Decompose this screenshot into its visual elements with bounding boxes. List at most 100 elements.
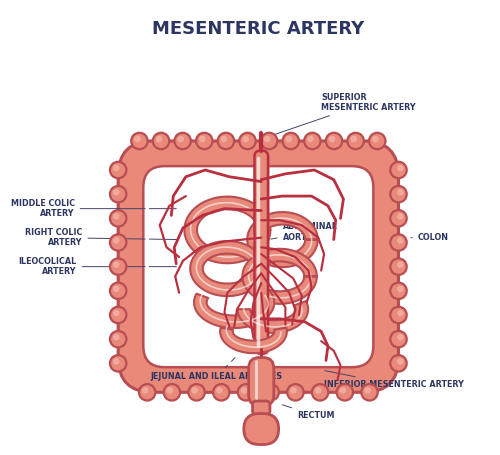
Circle shape [113,237,119,244]
Circle shape [290,387,296,394]
Circle shape [196,133,212,149]
Circle shape [131,133,148,149]
Circle shape [220,136,228,142]
Circle shape [397,286,404,292]
Text: MESENTERIC ARTERY: MESENTERIC ARTERY [152,20,364,38]
Circle shape [242,136,249,142]
Polygon shape [184,197,270,263]
Circle shape [178,136,184,142]
FancyBboxPatch shape [244,414,278,445]
Circle shape [397,334,404,340]
Text: ILEOCOLICAL
ARTERY: ILEOCOLICAL ARTERY [18,257,176,276]
Text: INFERIOR MESENTERIC ARTERY: INFERIOR MESENTERIC ARTERY [324,371,464,389]
Circle shape [110,234,126,251]
Circle shape [397,310,404,316]
Circle shape [139,384,156,400]
Circle shape [397,358,404,364]
Circle shape [390,234,406,251]
Circle shape [307,136,314,142]
Circle shape [336,384,353,400]
Circle shape [213,384,230,400]
Circle shape [110,210,126,227]
Circle shape [153,133,170,149]
Circle shape [390,162,406,178]
Circle shape [286,136,292,142]
Circle shape [390,331,406,347]
Circle shape [304,133,320,149]
Circle shape [287,384,304,400]
Circle shape [348,133,364,149]
Polygon shape [248,212,318,267]
Circle shape [174,133,191,149]
Circle shape [390,283,406,299]
Circle shape [113,165,119,172]
Text: RECTUM: RECTUM [282,405,335,420]
Circle shape [110,258,126,275]
Circle shape [326,133,342,149]
Polygon shape [190,241,264,296]
Circle shape [261,133,278,149]
Circle shape [397,237,404,244]
Circle shape [164,384,180,400]
Circle shape [199,136,205,142]
Text: RIGHT COLIC
ARTERY: RIGHT COLIC ARTERY [25,228,178,248]
Circle shape [362,384,378,400]
Text: ABDOMINAL
AORTA: ABDOMINAL AORTA [270,222,338,242]
Circle shape [188,384,205,400]
Circle shape [240,133,256,149]
Circle shape [142,387,148,394]
Circle shape [113,358,119,364]
Circle shape [390,307,406,323]
Circle shape [350,136,357,142]
Circle shape [372,136,378,142]
Circle shape [329,136,336,142]
Circle shape [315,387,322,394]
Circle shape [156,136,162,142]
Circle shape [241,387,248,394]
Polygon shape [238,301,308,333]
Polygon shape [242,249,317,304]
FancyBboxPatch shape [252,401,270,415]
Circle shape [364,387,371,394]
Circle shape [110,283,126,299]
Circle shape [266,387,272,394]
Circle shape [113,286,119,292]
Circle shape [110,307,126,323]
Circle shape [113,262,119,268]
Circle shape [113,310,119,316]
Circle shape [390,258,406,275]
Circle shape [262,384,279,400]
Circle shape [264,136,270,142]
Circle shape [110,186,126,202]
Circle shape [397,262,404,268]
Circle shape [390,186,406,202]
Circle shape [216,387,222,394]
Circle shape [397,189,404,196]
Circle shape [390,355,406,372]
Text: MIDDLE COLIC
ARTERY: MIDDLE COLIC ARTERY [10,199,176,218]
FancyBboxPatch shape [118,141,398,392]
Text: SUPERIOR
MESENTERIC ARTERY: SUPERIOR MESENTERIC ARTERY [267,93,416,137]
Circle shape [110,162,126,178]
Circle shape [110,331,126,347]
FancyBboxPatch shape [254,151,268,354]
Circle shape [134,136,141,142]
Circle shape [282,133,299,149]
Text: COLON: COLON [411,233,449,242]
Polygon shape [220,328,287,353]
Circle shape [218,133,234,149]
Circle shape [312,384,328,400]
Polygon shape [194,289,274,328]
Circle shape [192,387,198,394]
Circle shape [113,334,119,340]
Circle shape [340,387,346,394]
Circle shape [113,189,119,196]
Circle shape [238,384,254,400]
Text: JEJUNAL AND ILEAL ARTERIES: JEJUNAL AND ILEAL ARTERIES [150,358,282,381]
Circle shape [369,133,386,149]
Circle shape [113,213,119,220]
FancyBboxPatch shape [248,358,274,406]
FancyBboxPatch shape [144,166,374,367]
Circle shape [166,387,173,394]
FancyBboxPatch shape [256,152,270,355]
